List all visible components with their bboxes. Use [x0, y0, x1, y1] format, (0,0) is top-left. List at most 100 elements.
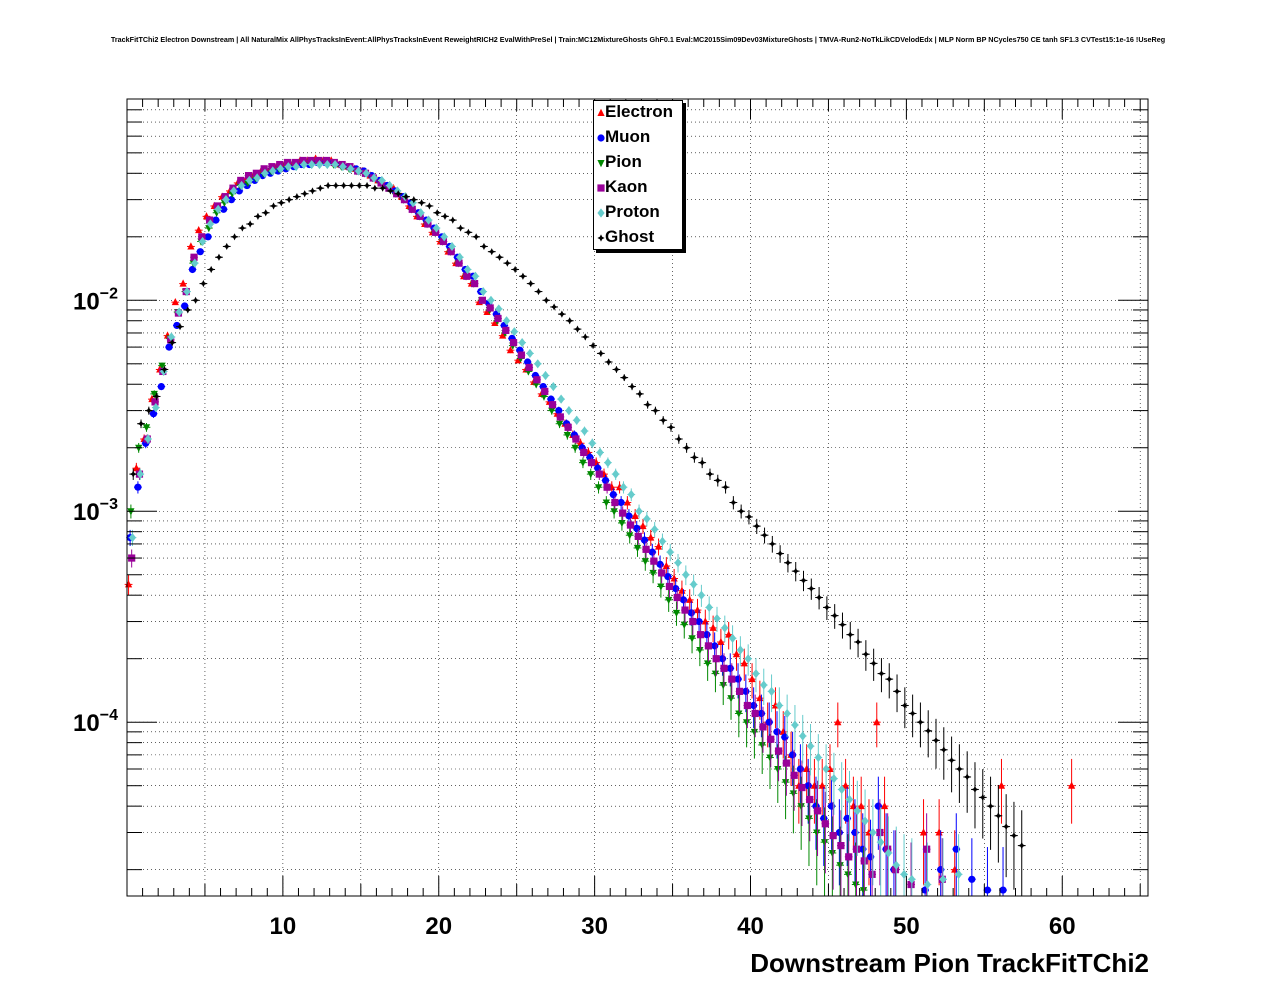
- data-point: [642, 545, 650, 553]
- data-point: [509, 339, 518, 347]
- data-point: [697, 590, 706, 600]
- data-point: [1002, 822, 1010, 831]
- data-point: [555, 420, 564, 428]
- data-point: [986, 802, 995, 810]
- legend-marker-kaon: [597, 184, 605, 192]
- data-point: [269, 202, 278, 210]
- data-point: [666, 547, 674, 557]
- data-point: [495, 253, 504, 261]
- data-point: [601, 476, 610, 485]
- data-point: [602, 499, 610, 507]
- data-point: [901, 701, 909, 710]
- data-point: [463, 264, 472, 275]
- data-point: [667, 423, 675, 431]
- data-point: [873, 717, 881, 726]
- legend-entry-proton: Proton: [594, 201, 682, 226]
- data-point: [634, 532, 642, 540]
- legend-entry-electron: Electron: [594, 101, 682, 126]
- plot-frame: [126, 98, 1149, 897]
- data-point: [495, 304, 503, 314]
- data-point: [196, 248, 204, 256]
- data-point: [128, 533, 137, 543]
- data-point: [195, 225, 203, 234]
- data-point: [206, 216, 214, 224]
- data-point: [714, 476, 722, 485]
- data-point: [597, 349, 605, 358]
- legend-marker-proton: [597, 208, 605, 218]
- data-point: [455, 259, 463, 267]
- data-point: [994, 812, 1002, 820]
- data-point: [672, 609, 681, 618]
- data-point: [487, 295, 495, 305]
- data-point: [499, 331, 507, 339]
- data-point: [857, 801, 865, 810]
- data-point: [810, 781, 819, 789]
- data-point: [835, 828, 843, 837]
- data-point: [620, 374, 628, 382]
- data-point: [187, 242, 195, 250]
- data-point: [580, 426, 589, 436]
- data-point: [362, 168, 370, 178]
- data-point: [355, 181, 363, 190]
- data-point: [534, 287, 543, 296]
- data-point: [152, 402, 160, 413]
- data-point: [284, 162, 292, 172]
- data-point: [662, 561, 670, 570]
- data-point: [533, 376, 541, 384]
- data-point: [480, 242, 488, 251]
- data-point: [612, 469, 620, 479]
- data-point: [181, 302, 189, 310]
- data-point: [804, 782, 812, 790]
- data-point: [650, 557, 658, 565]
- data-point: [705, 602, 713, 613]
- data-point: [830, 774, 838, 784]
- data-point: [900, 869, 908, 879]
- data-point: [339, 162, 347, 172]
- legend-marker-muon: [597, 134, 605, 142]
- data-point: [823, 603, 831, 612]
- data-point: [806, 795, 814, 804]
- data-point: [971, 785, 979, 794]
- legend-label: Pion: [605, 152, 642, 171]
- data-point: [751, 709, 759, 718]
- data-point: [488, 248, 496, 256]
- data-point: [781, 733, 789, 741]
- data-point: [791, 720, 799, 730]
- data-point: [651, 524, 659, 535]
- data-point: [783, 708, 791, 719]
- data-point: [230, 186, 238, 196]
- data-point: [688, 635, 696, 643]
- data-point: [555, 406, 563, 415]
- data-point: [541, 387, 549, 395]
- data-point: [254, 212, 262, 220]
- data-point: [386, 187, 395, 195]
- legend-marker-shape: [597, 234, 605, 242]
- data-point: [999, 886, 1007, 894]
- data-point: [230, 233, 239, 241]
- data-point: [595, 470, 603, 478]
- data-point: [276, 160, 284, 169]
- data-point: [534, 359, 542, 369]
- data-point: [612, 365, 621, 374]
- data-point: [997, 781, 1006, 789]
- data-point: [680, 621, 688, 629]
- data-point: [721, 483, 730, 491]
- data-point: [923, 845, 931, 853]
- data-point: [647, 533, 655, 541]
- data-point: [892, 860, 900, 870]
- data-point: [410, 196, 418, 204]
- data-point: [308, 187, 317, 195]
- data-point: [623, 498, 631, 506]
- legend-label: Electron: [605, 102, 674, 121]
- data-point: [935, 828, 943, 836]
- data-point: [571, 444, 579, 452]
- data-point: [316, 184, 324, 192]
- data-point: [838, 621, 847, 629]
- data-point: [276, 164, 285, 174]
- data-point: [675, 435, 683, 443]
- data-point: [464, 228, 472, 236]
- series-muon: [126, 158, 1007, 896]
- data-point: [639, 521, 647, 530]
- data-point: [191, 296, 200, 304]
- data-point: [556, 413, 564, 421]
